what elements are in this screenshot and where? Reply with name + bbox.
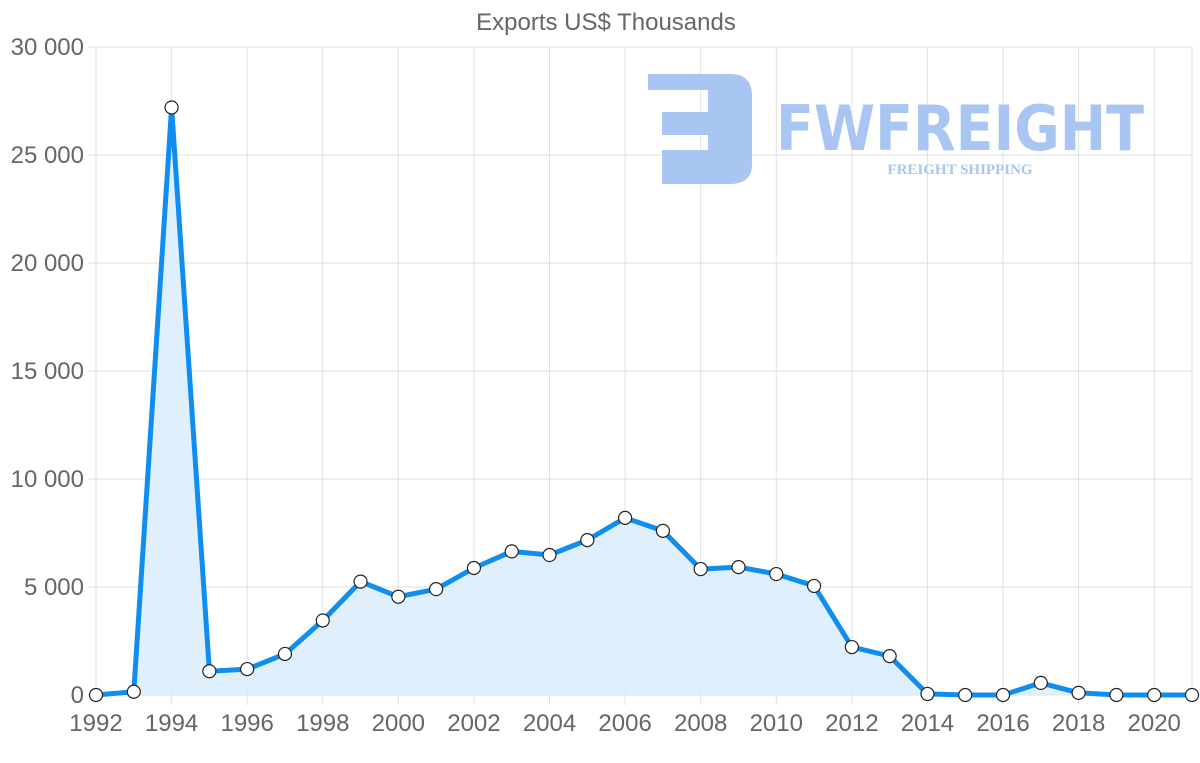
watermark-tagline: FREIGHT SHIPPING — [887, 162, 1032, 178]
data-point-marker[interactable] — [277, 646, 293, 662]
data-point-marker[interactable] — [920, 686, 935, 702]
y-tick-label: 15 000 — [11, 358, 84, 385]
x-tick-label: 2004 — [523, 710, 576, 737]
data-point-marker[interactable] — [1033, 675, 1048, 691]
data-point-marker[interactable] — [429, 582, 444, 597]
data-points — [88, 100, 1200, 703]
data-point-marker[interactable] — [353, 574, 368, 589]
x-tick-label: 2000 — [372, 710, 425, 737]
data-point-marker[interactable] — [769, 566, 784, 582]
x-tick-label: 2018 — [1052, 710, 1105, 737]
data-point-marker[interactable] — [731, 560, 746, 575]
x-tick-label: 1996 — [220, 710, 273, 737]
data-point-marker[interactable] — [882, 649, 897, 664]
x-tick-label: 1994 — [145, 710, 198, 737]
y-tick-label: 0 — [71, 682, 84, 709]
data-point-marker[interactable] — [1071, 685, 1086, 700]
data-point-marker[interactable] — [844, 639, 859, 655]
data-point-marker[interactable] — [542, 547, 557, 563]
data-point-marker[interactable] — [958, 687, 973, 703]
y-tick-label: 30 000 — [11, 34, 84, 61]
data-point-marker[interactable] — [126, 684, 141, 699]
x-tick-label: 2012 — [825, 710, 878, 737]
data-point-marker[interactable] — [315, 613, 330, 628]
data-point-marker[interactable] — [1147, 687, 1162, 703]
data-point-marker[interactable] — [240, 661, 255, 677]
x-tick-label: 2016 — [976, 710, 1029, 737]
fwfreight-watermark: FWFREIGHT FREIGHT SHIPPING — [648, 74, 1144, 184]
chart-title: Exports US$ Thousands — [476, 9, 736, 36]
y-tick-label: 20 000 — [11, 250, 84, 277]
data-point-marker[interactable] — [618, 510, 633, 525]
y-tick-label: 25 000 — [11, 142, 84, 169]
x-tick-label: 2010 — [750, 710, 803, 737]
y-tick-label: 5 000 — [24, 574, 84, 601]
x-tick-label: 1992 — [69, 710, 122, 737]
x-tick-label: 2014 — [901, 710, 954, 737]
watermark-brand: FWFREIGHT — [776, 92, 1144, 165]
data-point-marker[interactable] — [995, 687, 1011, 703]
x-tick-label: 2020 — [1128, 710, 1181, 737]
data-point-marker[interactable] — [391, 589, 406, 604]
data-point-marker[interactable] — [504, 544, 519, 559]
x-axis-ticks: 1992 1994 1996 1998 2000 2002 2004 2006 2008 2010… — [69, 710, 1181, 737]
x-tick-label: 2006 — [598, 710, 651, 737]
x-tick-label: 2002 — [447, 710, 500, 737]
fwfreight-logo-icon — [648, 74, 752, 184]
data-point-marker[interactable] — [466, 560, 482, 576]
data-point-marker[interactable] — [202, 664, 217, 679]
data-point-marker[interactable] — [164, 100, 179, 115]
y-axis-ticks: 0 5 000 10 000 15 000 20 000 25 000 30 000 — [11, 34, 84, 709]
y-tick-label: 10 000 — [11, 466, 84, 493]
data-point-marker[interactable] — [580, 533, 595, 548]
data-point-marker[interactable] — [88, 687, 104, 703]
data-point-marker[interactable] — [1184, 687, 1200, 703]
x-tick-label: 2008 — [674, 710, 727, 737]
data-point-marker[interactable] — [655, 523, 670, 538]
series-area-fill — [96, 107, 1192, 695]
data-point-marker[interactable] — [693, 561, 708, 577]
data-point-marker[interactable] — [1109, 687, 1124, 703]
x-tick-label: 1998 — [296, 710, 349, 737]
data-point-marker[interactable] — [806, 578, 822, 594]
